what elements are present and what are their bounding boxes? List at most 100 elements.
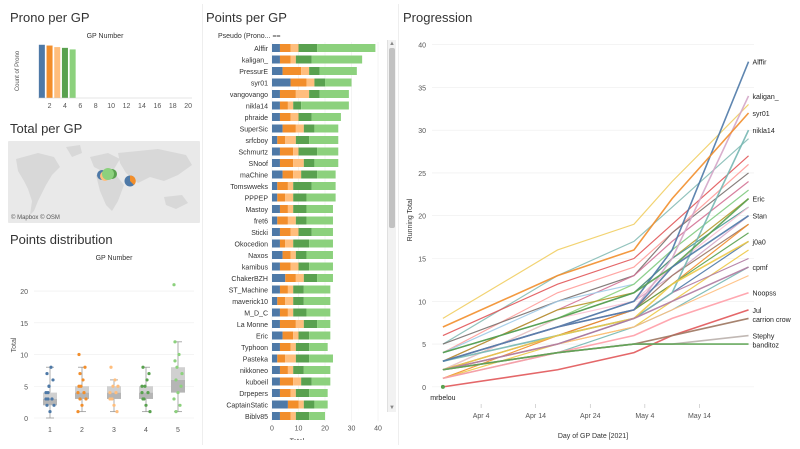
stacked-bar-segment xyxy=(272,67,283,75)
stacked-x-label: Total ⩵ xyxy=(290,439,315,441)
stacked-bar-segment xyxy=(279,205,288,213)
box-point xyxy=(46,397,50,401)
box-point xyxy=(44,391,48,395)
stacked-player-label: Mastoy xyxy=(245,207,268,214)
scroll-thumb[interactable] xyxy=(389,48,395,228)
stacked-player-label: fret6 xyxy=(254,219,268,226)
stacked-bar-segment xyxy=(290,412,296,420)
stacked-bar-segment xyxy=(272,239,280,248)
stacked-player-label: Pasteka xyxy=(243,357,268,364)
stacked-bar-segment xyxy=(301,67,310,75)
stacked-bar-segment xyxy=(282,331,294,340)
total-per-gp-map[interactable]: © Mapbox © OSM xyxy=(8,141,200,223)
box-point xyxy=(49,365,53,369)
line-y-tick-label: 30 xyxy=(418,128,426,135)
prono-x-tick-label: 20 xyxy=(184,103,192,110)
line-x-tick-label: May 4 xyxy=(635,413,654,420)
stacked-bar-segment xyxy=(272,136,278,144)
box-lower-half xyxy=(43,398,57,406)
box-point xyxy=(148,410,152,414)
stacked-bar-segment xyxy=(303,366,331,374)
stacked-bar-segment xyxy=(290,343,296,351)
prono-x-tick-label: 18 xyxy=(169,103,177,110)
box-upper-half xyxy=(139,386,153,393)
line-series-eric xyxy=(442,198,750,354)
box-point xyxy=(114,391,118,395)
stacked-bar-segment xyxy=(279,320,296,328)
stacked-bar-segment xyxy=(309,262,333,271)
box-point xyxy=(48,410,52,414)
stacked-player-label: Biblv85 xyxy=(245,414,268,421)
stacked-player-label: nikla14 xyxy=(246,104,268,111)
stacked-bar-segment xyxy=(272,159,280,167)
stacked-player-label: kuboeil xyxy=(246,380,269,387)
box-lower-half xyxy=(75,392,89,399)
stacked-bar-segment xyxy=(293,308,307,317)
scroll-up-icon[interactable]: ▲ xyxy=(389,41,395,47)
stacked-bar-segment xyxy=(293,182,312,190)
stacked-bar-segment xyxy=(295,354,310,363)
stacked-player-label: maChine xyxy=(240,173,268,180)
line-series-label: Eric xyxy=(753,197,766,204)
stacked-bar-segment xyxy=(317,170,336,179)
stacked-bar-segment xyxy=(303,297,331,305)
stacked-bar-segment xyxy=(285,297,294,305)
stacked-bar-segment xyxy=(272,308,280,317)
line-x-tick-label: Apr 14 xyxy=(525,413,546,420)
box-lower-half xyxy=(107,392,121,399)
box-point xyxy=(82,391,86,395)
box-point xyxy=(143,384,147,388)
box-point xyxy=(147,371,151,376)
stacked-bar-segment xyxy=(272,343,280,351)
stacked-player-label: phraide xyxy=(245,115,268,122)
stacked-bar-segment xyxy=(272,400,288,409)
box-y-tick-label: 20 xyxy=(20,289,28,296)
stacked-bar-segment xyxy=(279,389,291,397)
box-point xyxy=(80,403,84,407)
stacked-bar-segment xyxy=(277,297,286,305)
box-point xyxy=(116,384,120,388)
stacked-bar-segment xyxy=(290,113,299,121)
points-per-gp-chart[interactable]: Pseudo (Prono... ⩵ 0 10 20 30 40 Alffir kaligan… xyxy=(204,30,394,440)
stacked-bar-segment xyxy=(290,389,296,397)
stacked-bar-segment xyxy=(301,377,312,386)
stacked-bar-segment xyxy=(279,159,294,167)
box-point xyxy=(177,352,181,357)
prono-per-gp-chart[interactable]: GP Number Count of Prono 2 4 6 8 10 12 14 16 18 20 xyxy=(4,28,199,120)
stacked-bar-segment xyxy=(295,274,304,282)
stacked-bar-segment xyxy=(282,251,291,259)
box-point xyxy=(112,403,116,407)
stacked-bar-segment xyxy=(314,78,326,87)
prono-x-tick-label: 16 xyxy=(153,103,161,110)
box-point xyxy=(174,378,178,382)
stacked-bar-segment xyxy=(272,124,283,133)
stacked-bar-segment xyxy=(279,44,291,52)
stacked-bar-segment xyxy=(298,113,312,121)
box-point xyxy=(108,397,112,401)
stacked-bar-segment xyxy=(295,320,304,328)
stacked-bar-segment xyxy=(306,205,333,213)
stacked-bar-segment xyxy=(272,78,291,87)
stacked-bar-segment xyxy=(319,67,357,75)
stacked-bar-segment xyxy=(303,400,315,409)
scroll-down-icon[interactable]: ▼ xyxy=(389,405,395,411)
stacked-bar-segment xyxy=(287,285,294,294)
stacked-bar-segment xyxy=(272,182,278,190)
line-series xyxy=(442,104,749,319)
box-y-tick-label: 10 xyxy=(20,353,28,360)
stacked-bar-segment xyxy=(301,170,318,179)
stacked-bar-segment xyxy=(287,182,294,190)
points-list-scrollbar[interactable]: ▲ ▼ xyxy=(387,40,396,412)
box-point xyxy=(172,283,176,287)
progression-chart[interactable]: 0 5 10 15 20 25 30 35 40 Running Total Apr 4 Apr 14… xyxy=(400,26,796,446)
points-distribution-chart[interactable]: GP Number Total 0 5 10 15 20 1 2 3 4 5 xyxy=(4,250,199,445)
stacked-player-label: PressurE xyxy=(239,69,268,76)
stacked-player-label: Alffir xyxy=(254,46,269,53)
stacked-bar-segment xyxy=(301,101,349,110)
box-point xyxy=(144,403,148,407)
line-y-tick-label: 0 xyxy=(422,385,426,392)
line-series-cpmf xyxy=(442,266,749,371)
stacked-bar-segment xyxy=(272,297,278,305)
box-point xyxy=(51,378,55,382)
stacked-player-label: maverick10 xyxy=(232,299,268,306)
